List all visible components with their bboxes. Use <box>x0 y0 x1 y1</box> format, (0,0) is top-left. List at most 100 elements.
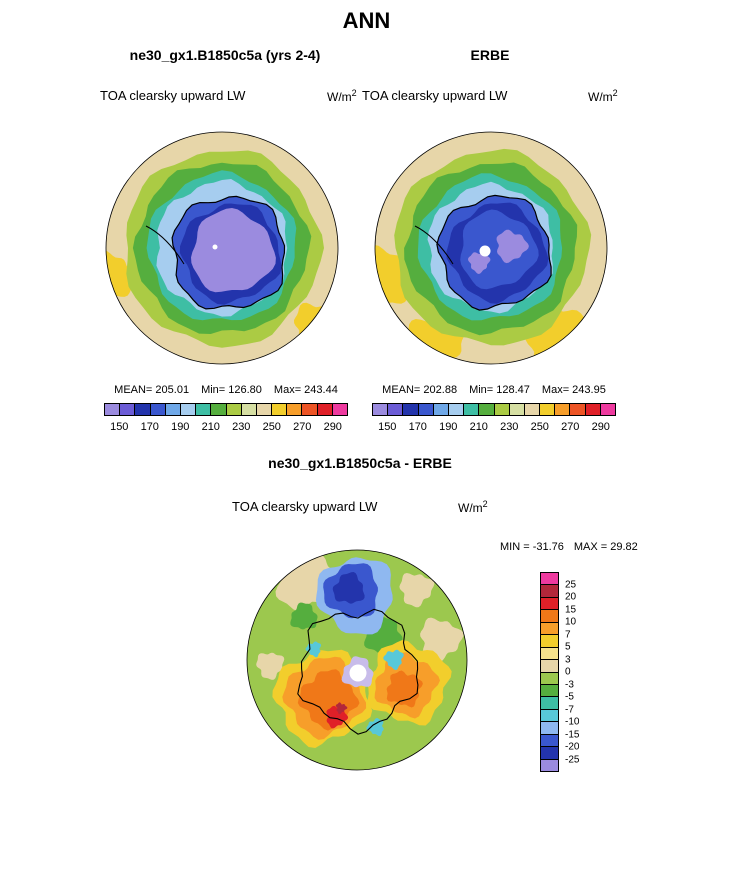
colorbar-tick-label: 250 <box>530 421 549 433</box>
diff-units-base: W/m <box>458 501 483 515</box>
model-max-stat: Max= 243.44 <box>273 384 338 396</box>
colorbar-tick-label: 210 <box>469 421 488 433</box>
colorbar-segment <box>540 404 556 415</box>
diff-colorbar-label: 15 <box>565 604 577 615</box>
diff-colorbar <box>540 572 559 772</box>
diff-max-stat: MAX = 29.82 <box>573 541 638 553</box>
colorbar-tick-label: 230 <box>500 421 519 433</box>
colorbar-tick-label: 270 <box>561 421 580 433</box>
obs-min-stat: Min= 128.47 <box>469 384 530 396</box>
colorbar-segment <box>403 404 419 415</box>
colorbar-tick-label: 230 <box>232 421 251 433</box>
colorbar-tick-label: 270 <box>293 421 312 433</box>
model-units-label: W/m2 <box>327 88 357 104</box>
obs-panel-title: ERBE <box>470 47 510 63</box>
map-contour-shape <box>386 670 423 708</box>
colorbar-segment <box>541 672 558 685</box>
diff-minmax-line: MIN = -31.76 MAX = 29.82 <box>500 541 648 553</box>
diff-colorbar-label: 5 <box>565 641 571 653</box>
colorbar-tick-label: 150 <box>110 421 129 433</box>
colorbar-segment <box>165 404 181 415</box>
diff-polar-map <box>246 549 468 771</box>
obs-mean-stat: MEAN= 202.88 <box>382 384 458 396</box>
diff-colorbar-label: -5 <box>565 691 574 703</box>
colorbar-segment <box>120 404 136 415</box>
colorbar-segment <box>541 734 558 748</box>
colorbar-segment <box>105 404 121 415</box>
colorbar-tick-label: 290 <box>591 421 610 433</box>
obs-units-label: W/m2 <box>588 88 618 104</box>
diff-colorbar-label: -25 <box>565 754 580 765</box>
colorbar-segment <box>541 747 558 760</box>
diff-colorbar-label: -15 <box>565 729 580 740</box>
diff-min-stat: MIN = -31.76 <box>500 541 564 553</box>
colorbar-tick-label: 190 <box>171 421 190 433</box>
map-contour-shape <box>332 572 365 604</box>
map-contour-shape <box>468 252 491 274</box>
diff-variable-label: TOA clearsky upward LW <box>232 499 378 514</box>
positive-band <box>256 652 285 680</box>
model-units-exp: 2 <box>351 88 357 98</box>
peninsula-line <box>145 225 185 265</box>
colorbar-segment <box>464 404 480 415</box>
model-colorbar-ticks: 150 170 190 210 230 250 270 290 <box>104 421 348 435</box>
model-colorbar <box>104 403 348 416</box>
diff-colorbar-label: 10 <box>565 616 577 628</box>
obs-colorbar <box>372 403 616 416</box>
colorbar-tick-label: 170 <box>140 421 159 433</box>
diff-colorbar-labels: 25 20 15 10 7 5 3 0 -3 -5 -7 -10 -15 -20 -25 <box>565 572 599 772</box>
colorbar-segment <box>541 660 558 673</box>
colorbar-segment <box>150 404 166 415</box>
obs-units-base: W/m <box>588 90 613 104</box>
colorbar-segment <box>600 404 615 415</box>
colorbar-segment <box>418 404 434 415</box>
map-contour-shape <box>335 702 348 715</box>
diff-colorbar-label: 25 <box>565 579 577 590</box>
pole-marker <box>212 244 218 250</box>
colorbar-segment <box>555 404 571 415</box>
colorbar-segment <box>272 404 288 415</box>
colorbar-tick-label: 290 <box>323 421 342 433</box>
obs-colorbar-ticks: 150 170 190 210 230 250 270 290 <box>372 421 616 435</box>
warm-band <box>294 302 338 352</box>
figure-title: ANN <box>342 8 391 33</box>
colorbar-segment <box>180 404 197 415</box>
colorbar-segment <box>541 597 558 611</box>
map-contour-shape <box>383 649 404 671</box>
colorbar-segment <box>541 722 558 735</box>
warm-band <box>106 249 139 304</box>
colorbar-tick-label: 210 <box>201 421 220 433</box>
colorbar-segment <box>541 585 558 598</box>
obs-stats-line: MEAN= 202.88 Min= 128.47 Max= 243.95 <box>372 384 616 396</box>
colorbar-segment <box>448 404 465 415</box>
map-contour-shape <box>366 718 384 737</box>
colorbar-segment <box>494 404 510 415</box>
diff-colorbar-label: -7 <box>565 704 574 715</box>
diff-colorbar-label: 20 <box>565 591 577 603</box>
map-contour-shape <box>290 602 318 630</box>
obs-max-stat: Max= 243.95 <box>541 384 606 396</box>
colorbar-segment <box>585 404 601 415</box>
colorbar-segment <box>332 404 347 415</box>
colorbar-segment <box>541 684 558 698</box>
diff-colorbar-label: -20 <box>565 741 580 753</box>
pole-marker <box>479 245 491 257</box>
colorbar-segment <box>241 404 257 415</box>
colorbar-segment <box>541 635 558 648</box>
colorbar-tick-label: 250 <box>262 421 281 433</box>
colorbar-segment <box>135 404 151 415</box>
colorbar-segment <box>541 647 558 661</box>
model-min-stat: Min= 126.80 <box>201 384 262 396</box>
colorbar-segment <box>570 404 586 415</box>
colorbar-tick-label: 170 <box>408 421 427 433</box>
colorbar-segment <box>541 610 558 623</box>
colorbar-segment <box>524 404 541 415</box>
model-stats-line: MEAN= 205.01 Min= 126.80 Max= 243.44 <box>104 384 348 396</box>
model-variable-label: TOA clearsky upward LW <box>100 88 246 103</box>
colorbar-segment <box>541 709 558 723</box>
diff-units-exp: 2 <box>482 499 488 509</box>
colorbar-segment <box>302 404 318 415</box>
map-rim <box>246 549 468 771</box>
colorbar-tick-label: 150 <box>378 421 397 433</box>
